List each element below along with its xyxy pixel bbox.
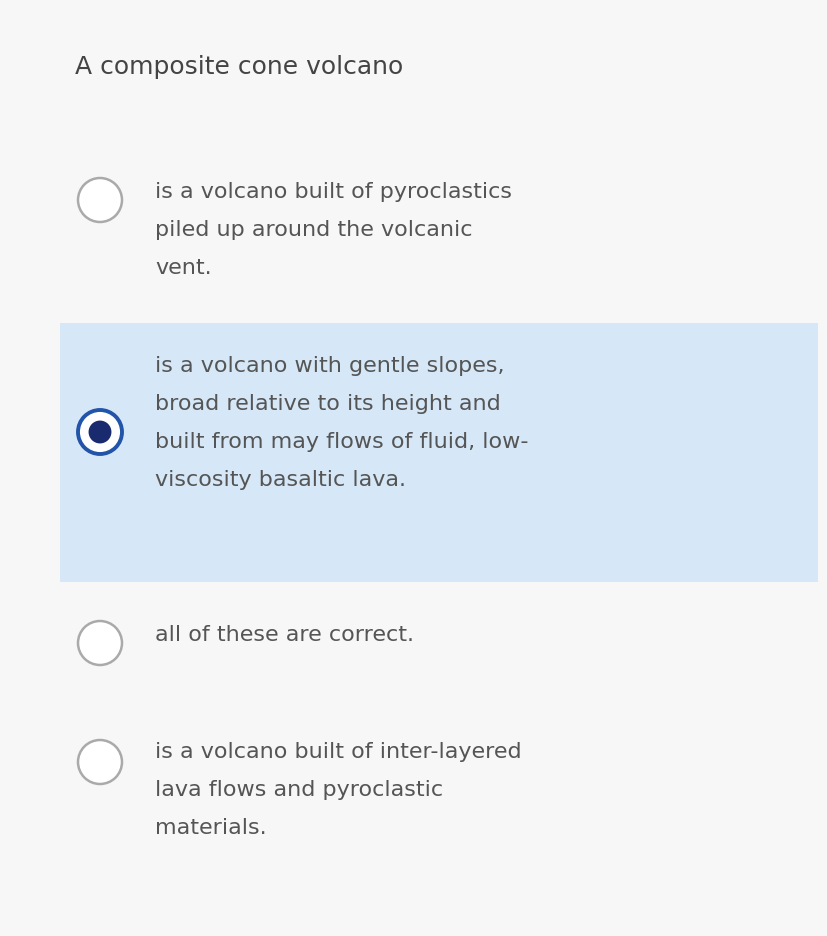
Circle shape <box>78 621 122 665</box>
Circle shape <box>88 420 112 444</box>
Text: is a volcano built of inter-layered: is a volcano built of inter-layered <box>155 742 521 762</box>
Text: all of these are correct.: all of these are correct. <box>155 625 414 645</box>
Text: broad relative to its height and: broad relative to its height and <box>155 394 500 414</box>
Circle shape <box>78 178 122 222</box>
Circle shape <box>78 740 122 784</box>
Text: A composite cone volcano: A composite cone volcano <box>75 55 403 79</box>
Text: built from may flows of fluid, low-: built from may flows of fluid, low- <box>155 432 528 452</box>
Text: vent.: vent. <box>155 258 212 278</box>
Text: is a volcano with gentle slopes,: is a volcano with gentle slopes, <box>155 356 504 376</box>
FancyBboxPatch shape <box>60 323 817 582</box>
Text: is a volcano built of pyroclastics: is a volcano built of pyroclastics <box>155 182 511 202</box>
Text: materials.: materials. <box>155 818 266 838</box>
Text: piled up around the volcanic: piled up around the volcanic <box>155 220 472 240</box>
Text: lava flows and pyroclastic: lava flows and pyroclastic <box>155 780 442 800</box>
Text: viscosity basaltic lava.: viscosity basaltic lava. <box>155 470 405 490</box>
Circle shape <box>78 410 122 454</box>
